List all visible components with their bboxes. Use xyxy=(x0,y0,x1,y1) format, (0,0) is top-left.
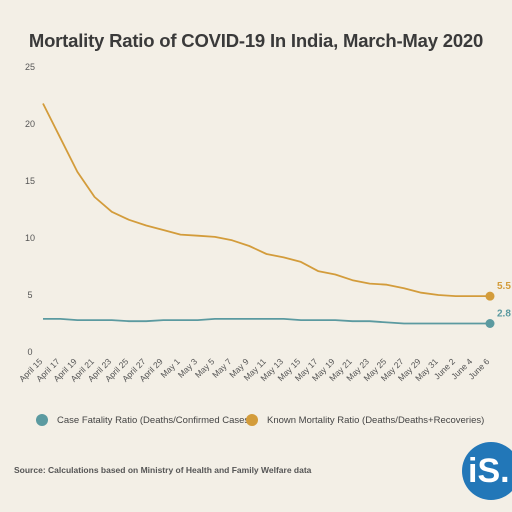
legend-label-case-fatality: Case Fatality Ratio (Deaths/Confirmed Ca… xyxy=(57,414,253,426)
y-tick-label: 0 xyxy=(27,347,32,357)
series-end-label-1: 5.5 xyxy=(497,281,511,292)
source-note: Source: Calculations based on Ministry o… xyxy=(14,465,312,475)
chart-title: Mortality Ratio of COVID-19 In India, Ma… xyxy=(28,30,484,51)
y-tick-label: 15 xyxy=(25,176,35,186)
legend-item-case-fatality: Case Fatality Ratio (Deaths/Confirmed Ca… xyxy=(36,414,252,426)
legend-marker-known-mortality xyxy=(246,414,258,426)
brand-logo: iS. xyxy=(462,442,512,500)
series-end-marker-1 xyxy=(485,291,495,301)
y-tick-label: 10 xyxy=(25,233,35,243)
series-end-label-0: 2.8 xyxy=(497,309,511,320)
series-end-marker-0 xyxy=(485,319,495,328)
series-line-1 xyxy=(42,103,490,298)
legend-marker-case-fatality xyxy=(36,414,48,426)
y-tick-label: 25 xyxy=(25,62,35,72)
series-line-0 xyxy=(43,317,490,325)
legend-item-known-mortality: Known Mortality Ratio (Deaths/Deaths+Rec… xyxy=(246,414,484,426)
legend-label-known-mortality: Known Mortality Ratio (Deaths/Deaths+Rec… xyxy=(267,414,485,426)
y-tick-label: 20 xyxy=(25,119,35,129)
y-tick-label: 5 xyxy=(27,290,32,300)
